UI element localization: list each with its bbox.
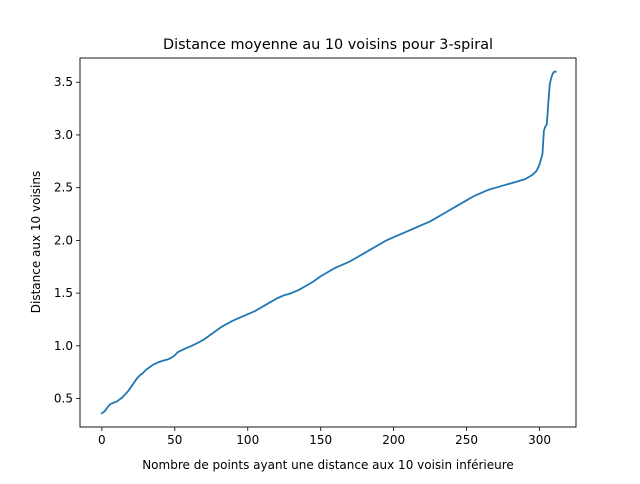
x-tick-label: 200: [382, 433, 405, 447]
x-axis: 0 50 100 150 200 250 300: [98, 427, 551, 447]
y-tick-label: 1.5: [54, 286, 73, 300]
y-tick-label: 3.5: [54, 75, 73, 89]
y-axis-label: Distance aux 10 voisins: [29, 171, 43, 313]
x-tick-label: 100: [236, 433, 259, 447]
x-tick-label: 0: [98, 433, 106, 447]
x-tick-label: 150: [309, 433, 332, 447]
y-tick-label: 3.0: [54, 128, 73, 142]
y-tick-label: 2.0: [54, 233, 73, 247]
x-tick-label: 250: [455, 433, 478, 447]
x-tick-label: 50: [167, 433, 182, 447]
x-axis-label: Nombre de points ayant une distance aux …: [142, 458, 514, 472]
series-line: [100, 70, 557, 415]
y-tick-label: 1.0: [54, 339, 73, 353]
y-axis: 0.5 1.0 1.5 2.0 2.5 3.0 3.5: [54, 75, 80, 406]
y-tick-label: 2.5: [54, 181, 73, 195]
x-tick-label: 300: [528, 433, 551, 447]
plot-frame: [79, 57, 577, 428]
chart-title: Distance moyenne au 10 voisins pour 3-sp…: [163, 37, 493, 53]
y-tick-label: 0.5: [54, 392, 73, 406]
